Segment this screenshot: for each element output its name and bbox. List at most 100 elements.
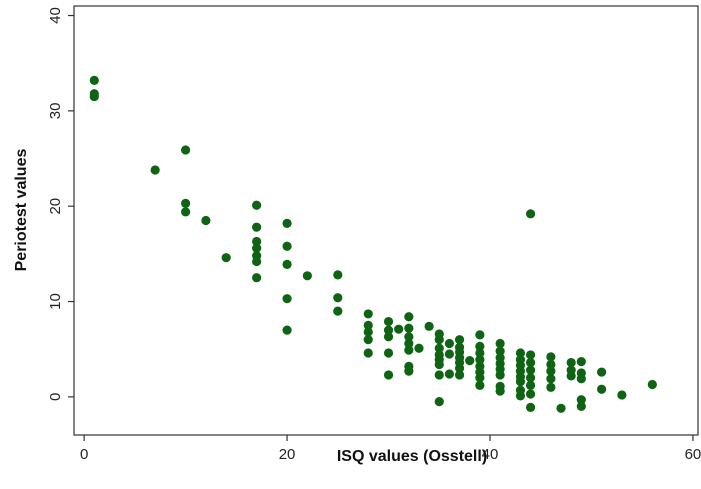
y-axis-title: Periotest values (13, 149, 30, 272)
data-point (566, 371, 576, 381)
data-point (404, 338, 414, 349)
data-point (383, 316, 394, 327)
data-point (181, 145, 191, 155)
data-point (495, 386, 505, 396)
data-point (434, 397, 444, 407)
y-tick-label: 40 (47, 7, 64, 24)
plot-frame (73, 5, 699, 436)
y-tick-label: 0 (47, 393, 64, 401)
data-point (89, 91, 99, 102)
data-point (617, 390, 627, 400)
data-point (454, 370, 465, 380)
data-point (525, 373, 536, 383)
data-point (181, 207, 191, 217)
data-point (546, 382, 556, 392)
data-point (282, 259, 292, 269)
data-point (252, 256, 262, 267)
data-point (495, 346, 505, 356)
data-point (525, 350, 536, 360)
data-point (363, 327, 373, 337)
y-tick-label: 30 (47, 103, 64, 120)
data-point (282, 241, 292, 251)
data-point (566, 357, 576, 368)
data-point (444, 349, 455, 359)
data-point (475, 330, 485, 340)
data-point (465, 356, 475, 366)
data-point (404, 312, 414, 322)
data-point (252, 243, 262, 253)
data-points (89, 75, 657, 413)
data-point (525, 365, 536, 375)
data-point (515, 348, 526, 358)
data-point (252, 200, 262, 210)
data-point (444, 338, 455, 349)
data-point (404, 366, 414, 376)
data-point (475, 355, 485, 365)
data-point (363, 335, 373, 345)
data-point (89, 75, 99, 85)
data-point (546, 374, 556, 384)
data-point (525, 402, 536, 412)
data-point (444, 369, 455, 379)
data-point (525, 380, 536, 391)
data-point (546, 366, 556, 376)
data-point (434, 335, 444, 345)
data-point (383, 332, 394, 342)
data-point (282, 218, 292, 228)
data-point (221, 253, 231, 263)
data-point (282, 294, 292, 304)
data-point (252, 236, 262, 247)
data-point (597, 384, 607, 394)
y-tick-label: 10 (47, 293, 64, 310)
data-point (150, 165, 160, 175)
y-tick-label: 20 (47, 198, 64, 215)
data-point (333, 293, 343, 303)
data-point (252, 222, 262, 232)
data-point (414, 343, 424, 353)
data-point (556, 403, 566, 413)
data-point (363, 348, 373, 358)
data-point (546, 352, 556, 362)
data-point (302, 271, 312, 281)
data-point (495, 338, 505, 349)
x-tick-label: 40 (482, 446, 499, 463)
data-point (576, 356, 586, 367)
data-point (475, 341, 485, 351)
data-point (597, 367, 607, 377)
y-axis-ticks: 0 10 20 30 40 (47, 7, 74, 401)
data-point (282, 325, 292, 335)
data-point (434, 370, 444, 380)
data-point (576, 395, 586, 405)
data-point (363, 309, 373, 319)
data-point (404, 345, 414, 355)
data-point (424, 321, 434, 331)
data-point (454, 363, 465, 373)
data-point (383, 325, 394, 335)
data-point (363, 320, 373, 330)
data-point (394, 324, 404, 334)
data-point (546, 359, 556, 370)
data-point (576, 374, 586, 384)
data-point (525, 209, 536, 219)
data-point (515, 377, 526, 387)
data-point (383, 370, 394, 380)
data-point (404, 323, 414, 333)
data-point (495, 370, 505, 380)
plot-border (73, 5, 699, 436)
x-axis-title: ISQ values (Osstell) (337, 448, 487, 465)
data-point (475, 380, 485, 391)
data-point (515, 391, 526, 401)
x-axis-ticks: 0 20 40 60 (80, 435, 701, 463)
data-point (576, 401, 586, 411)
data-point (201, 215, 211, 226)
data-point (454, 335, 465, 345)
data-point (404, 332, 414, 342)
data-point (525, 357, 536, 368)
data-point (333, 270, 343, 280)
data-point (647, 379, 657, 390)
x-tick-label: 20 (279, 446, 296, 463)
data-point (434, 343, 444, 353)
data-point (475, 373, 485, 383)
data-point (434, 359, 444, 370)
